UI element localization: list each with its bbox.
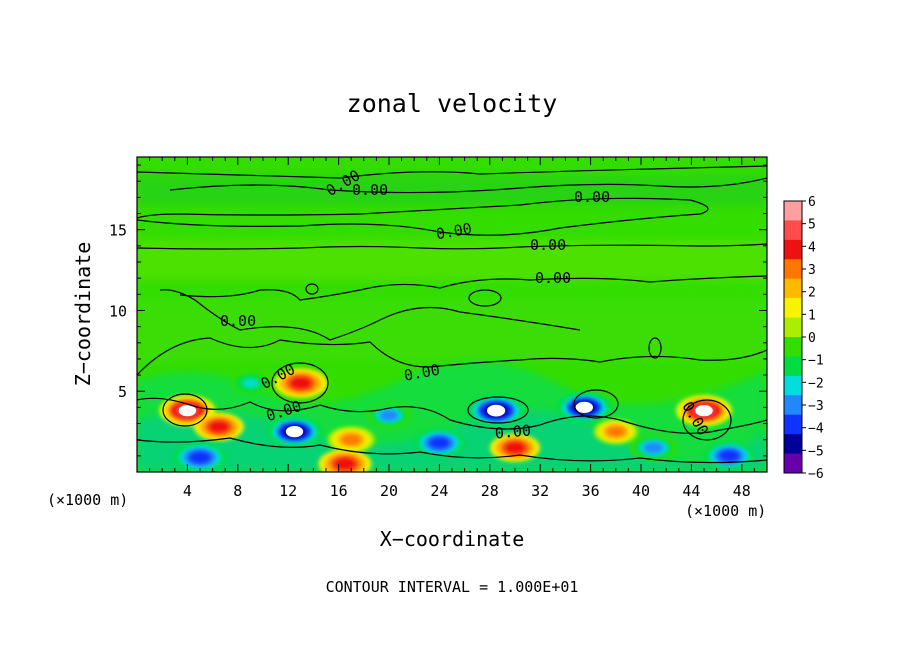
contour-loop [648, 337, 662, 359]
contour-line [137, 397, 767, 434]
colorbar-swatch [784, 434, 802, 455]
colorbar-swatch [784, 356, 802, 377]
colorbar-swatch [784, 414, 802, 435]
x-tick-label: 20 [380, 482, 398, 500]
x-tick-label: 32 [531, 482, 549, 500]
colorbar-label: −3 [808, 399, 824, 414]
x-tick-label: 48 [733, 482, 751, 500]
chart-title: zonal velocity [347, 89, 558, 118]
contour-label: 0.00 [535, 269, 571, 287]
heatmap-field [137, 157, 767, 472]
contour-lines [137, 165, 767, 464]
heatmap-feature-core [575, 401, 593, 413]
colorbar-swatch [784, 453, 802, 474]
x-tick-label: 44 [682, 482, 700, 500]
heatmap-feature [643, 442, 664, 454]
contour-line [137, 165, 767, 179]
colorbar-label: −6 [808, 467, 824, 482]
heatmap-feature [189, 451, 211, 464]
heatmap-feature [333, 457, 356, 471]
x-unit-right: (×1000 m) [685, 502, 766, 520]
contour-loop [271, 362, 329, 404]
y-tick-label: 15 [109, 222, 127, 240]
contour-loop [162, 393, 208, 427]
colorbar-label: 2 [808, 286, 816, 301]
contour-loop [468, 289, 502, 307]
heatmap-feature [208, 421, 230, 433]
y-tick-label: 5 [118, 383, 127, 401]
colorbar-swatch [784, 375, 802, 396]
colorbar-swatch [784, 298, 802, 319]
heatmap-feature [429, 437, 450, 449]
heatmap-feature-core [695, 405, 713, 417]
contour-label: 0.00 [530, 236, 566, 254]
contour-label: 0.00 [574, 188, 610, 206]
colorbar-label: 3 [808, 263, 816, 278]
colorbar-label: 5 [808, 218, 816, 233]
heatmap-feature-core [285, 426, 304, 438]
contour-line [137, 337, 767, 376]
heatmap-feature [718, 450, 740, 462]
contour-label: 0.00 [494, 421, 532, 442]
x-tick-label: 28 [481, 482, 499, 500]
y-axis-label: Z−coordinate [71, 242, 95, 387]
colorbar-swatch [784, 220, 802, 241]
heatmap-feature [341, 434, 362, 446]
heatmap-feature [289, 377, 312, 390]
contour-line [137, 197, 709, 236]
colorbar-swatch [784, 395, 802, 416]
colorbar-swatch [784, 317, 802, 338]
colorbar-label: 0 [808, 331, 816, 346]
colorbar: 6 5 4 3 2 1 0 −1 −2 −3 −4 −5 −6 [783, 195, 824, 482]
x-tick-label: 12 [279, 482, 297, 500]
contour-line [159, 289, 581, 341]
x-tick-label: 24 [430, 482, 448, 500]
x-unit-left: (×1000 m) [47, 491, 128, 509]
contour-loop [467, 396, 529, 424]
x-tick-label: 16 [330, 482, 348, 500]
colorbar-swatch [784, 201, 802, 221]
heatmap-feature-core [486, 404, 506, 417]
contour-interval-note: CONTOUR INTERVAL = 1.000E+01 [326, 578, 579, 596]
contour-line [169, 177, 767, 194]
contour-line [137, 243, 767, 250]
colorbar-swatch [784, 337, 802, 357]
x-axis-label: X−coordinate [380, 527, 525, 551]
x-tick-label: 36 [582, 482, 600, 500]
contour-loop [573, 389, 619, 419]
colorbar-swatch [784, 259, 802, 280]
heatmap-feature [504, 442, 526, 454]
x-tick-label: 8 [233, 482, 242, 500]
colorbar-label: 4 [808, 240, 816, 255]
colorbar-label: −4 [808, 422, 824, 437]
contour-label: 0.00 [352, 181, 388, 199]
colorbar-label: 6 [808, 195, 816, 210]
contour-label: 0.00 [403, 361, 442, 385]
colorbar-label: −5 [808, 444, 824, 459]
contour-label: 0.00 [220, 312, 256, 330]
heatmap-feature [379, 410, 399, 421]
contour-line [179, 275, 767, 301]
heatmap-feature [242, 378, 259, 388]
y-tick-label: 10 [109, 302, 127, 320]
contour-line [137, 437, 767, 464]
x-tick-label: 40 [632, 482, 650, 500]
x-tick-label: 4 [183, 482, 192, 500]
y-axis: 5 10 15 [109, 164, 767, 457]
colorbar-label: −1 [808, 354, 824, 369]
colorbar-label: 1 [808, 308, 816, 323]
colorbar-swatch [784, 239, 802, 260]
heatmap-feature-core [178, 405, 197, 417]
contour-label: 0.00 [435, 219, 474, 243]
heatmap-feature [606, 426, 625, 437]
contour-loop [682, 399, 732, 441]
x-axis: 4 8 12 16 20 24 28 32 36 40 44 48 [149, 157, 755, 500]
contour-loop [305, 283, 319, 295]
colorbar-label: −2 [808, 376, 824, 391]
colorbar-swatch [784, 278, 802, 299]
